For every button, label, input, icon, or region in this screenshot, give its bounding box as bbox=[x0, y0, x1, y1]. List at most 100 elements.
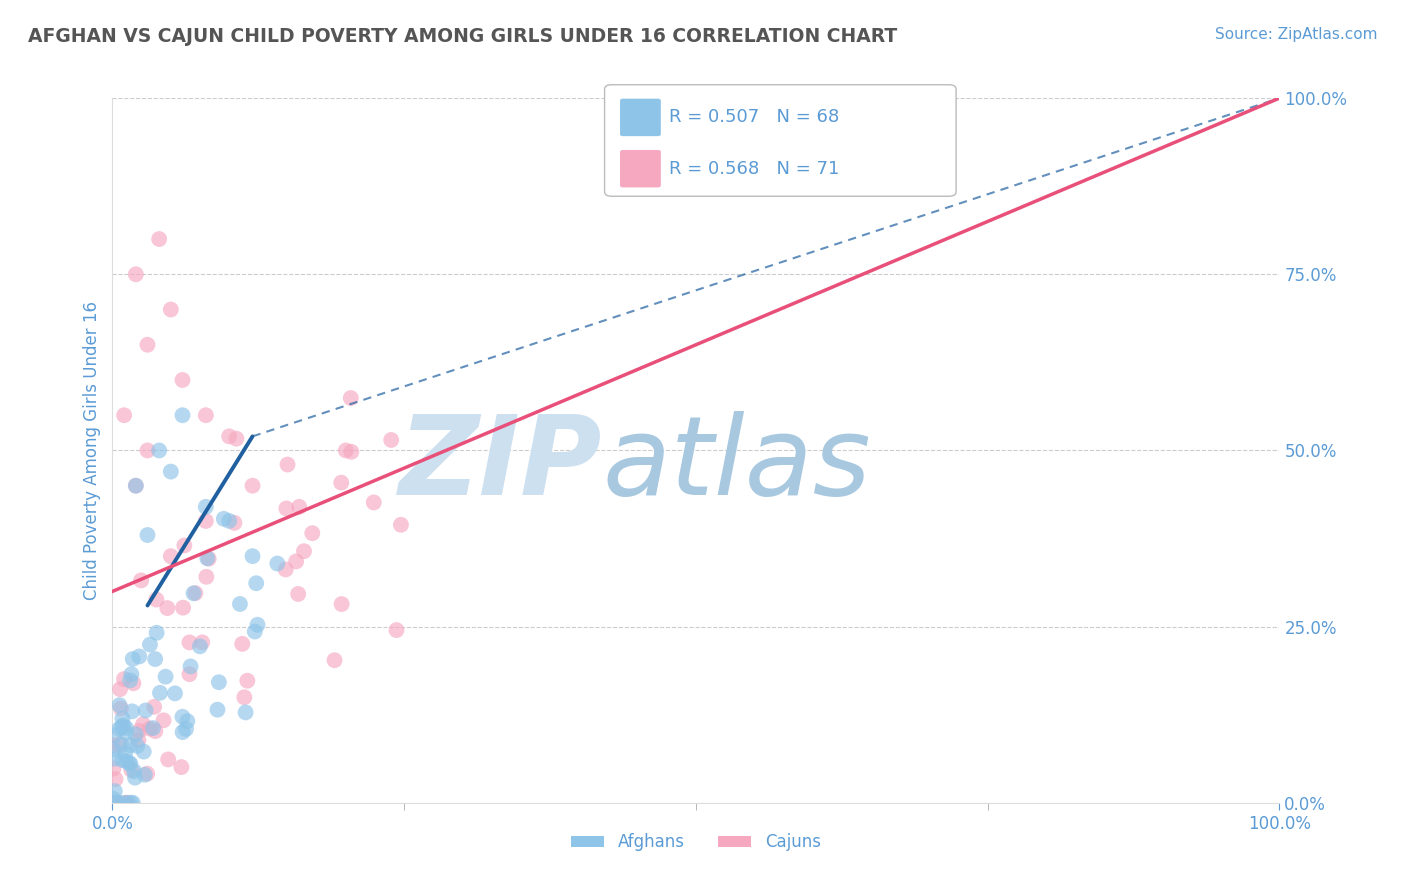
Point bbox=[117, 796, 139, 810]
Point bbox=[143, 724, 166, 739]
Point bbox=[236, 673, 259, 688]
Text: R = 0.507   N = 68: R = 0.507 N = 68 bbox=[669, 109, 839, 127]
Point bbox=[183, 586, 205, 600]
Point bbox=[115, 754, 138, 768]
Point bbox=[335, 443, 357, 458]
Point bbox=[180, 659, 202, 673]
Point bbox=[120, 673, 142, 688]
Point bbox=[132, 717, 155, 731]
Point bbox=[218, 429, 240, 443]
Point bbox=[242, 478, 264, 492]
Point bbox=[104, 796, 127, 810]
Y-axis label: Child Poverty Among Girls Under 16: Child Poverty Among Girls Under 16 bbox=[83, 301, 101, 600]
Point bbox=[160, 549, 183, 564]
Point bbox=[135, 703, 157, 717]
Point bbox=[235, 706, 257, 720]
Point bbox=[148, 443, 170, 458]
Point bbox=[176, 714, 198, 728]
Point bbox=[179, 667, 201, 681]
Point bbox=[340, 391, 363, 405]
Text: ZIP: ZIP bbox=[399, 411, 603, 518]
Point bbox=[122, 676, 145, 690]
Point bbox=[112, 408, 135, 422]
Point bbox=[163, 686, 186, 700]
Point bbox=[118, 738, 141, 752]
Point bbox=[276, 501, 298, 516]
Point bbox=[172, 373, 194, 387]
Point bbox=[156, 601, 179, 615]
Point bbox=[103, 791, 125, 805]
Point bbox=[173, 539, 195, 553]
Point bbox=[231, 637, 253, 651]
Point bbox=[207, 703, 229, 717]
Point bbox=[108, 698, 131, 713]
Point bbox=[103, 742, 125, 756]
Point bbox=[118, 756, 141, 771]
Point bbox=[115, 796, 138, 810]
Point bbox=[174, 722, 197, 736]
Point bbox=[242, 549, 264, 564]
Point bbox=[139, 638, 162, 652]
Point bbox=[170, 760, 193, 774]
Point bbox=[195, 570, 218, 584]
Text: AFGHAN VS CAJUN CHILD POVERTY AMONG GIRLS UNDER 16 CORRELATION CHART: AFGHAN VS CAJUN CHILD POVERTY AMONG GIRL… bbox=[28, 27, 897, 45]
Point bbox=[103, 796, 125, 810]
Point bbox=[143, 652, 166, 666]
Point bbox=[120, 763, 142, 777]
Point bbox=[111, 720, 134, 734]
Point bbox=[274, 562, 297, 576]
Point bbox=[229, 597, 252, 611]
Point bbox=[152, 714, 174, 728]
Point bbox=[385, 623, 408, 637]
Point bbox=[134, 768, 156, 782]
Text: atlas: atlas bbox=[603, 411, 872, 518]
Point bbox=[285, 554, 308, 568]
Point bbox=[330, 597, 353, 611]
Point bbox=[194, 408, 217, 422]
Point bbox=[194, 500, 217, 514]
Point bbox=[276, 458, 298, 472]
Point bbox=[103, 762, 125, 776]
Point bbox=[124, 771, 146, 785]
Point bbox=[172, 408, 194, 422]
Point bbox=[136, 443, 159, 458]
Point bbox=[121, 796, 143, 810]
Point bbox=[389, 517, 412, 532]
Point bbox=[218, 514, 240, 528]
Point bbox=[114, 725, 136, 739]
Point bbox=[111, 753, 134, 767]
Point bbox=[287, 587, 309, 601]
Point bbox=[114, 796, 136, 810]
Point bbox=[136, 337, 159, 351]
Point bbox=[160, 302, 183, 317]
Point bbox=[172, 600, 194, 615]
Point bbox=[108, 737, 131, 751]
Point bbox=[128, 649, 150, 664]
Point bbox=[128, 723, 150, 738]
Point bbox=[323, 653, 346, 667]
Point bbox=[143, 699, 166, 714]
Point bbox=[125, 478, 148, 492]
Point bbox=[212, 512, 235, 526]
Point bbox=[120, 667, 142, 681]
Point bbox=[108, 796, 131, 810]
Point bbox=[124, 727, 146, 741]
Point bbox=[136, 766, 159, 780]
Point bbox=[122, 764, 145, 779]
Point bbox=[108, 722, 131, 736]
Point bbox=[104, 728, 127, 742]
Point bbox=[125, 478, 148, 492]
Point bbox=[114, 747, 136, 761]
Point bbox=[111, 711, 134, 725]
Point bbox=[112, 672, 135, 686]
Point bbox=[129, 574, 152, 588]
Point bbox=[138, 722, 160, 736]
Point bbox=[104, 772, 127, 786]
Point bbox=[194, 514, 217, 528]
Point bbox=[172, 710, 194, 724]
Point bbox=[301, 526, 323, 541]
Point bbox=[112, 718, 135, 732]
Point bbox=[121, 704, 143, 718]
Point bbox=[110, 738, 132, 752]
Point bbox=[103, 751, 125, 765]
